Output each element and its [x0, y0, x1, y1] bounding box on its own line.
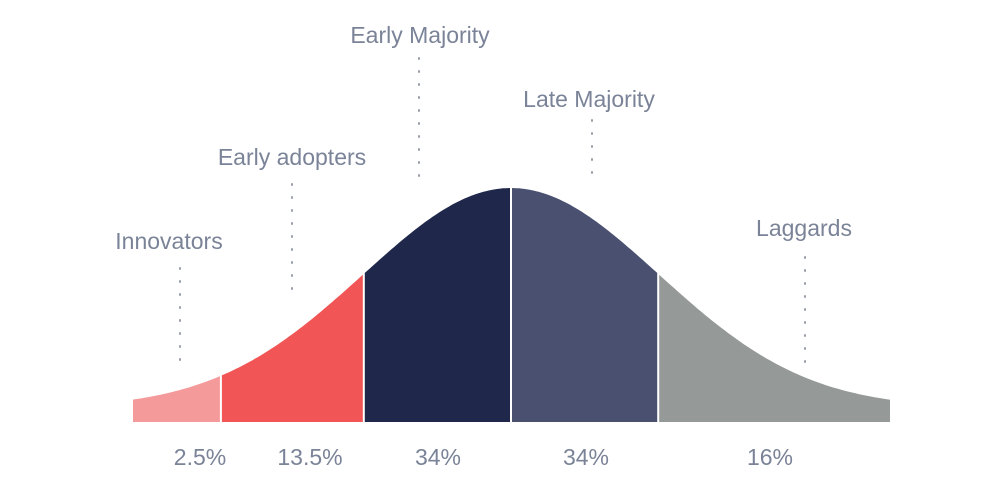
curve-segment-early-adopters: [221, 274, 363, 422]
segment-label-early-adopters: Early adopters: [218, 144, 366, 170]
percent-label-innovators: 2.5%: [174, 444, 226, 470]
segment-label-laggards: Laggards: [756, 215, 852, 241]
percent-label-early-majority: 34%: [415, 444, 461, 470]
percent-label-early-adopters: 13.5%: [277, 444, 342, 470]
leader-lines: [179, 57, 806, 371]
curve-segment-early-majority: [364, 188, 510, 422]
curve-segment-laggards: [659, 274, 890, 422]
segment-label-early-majority: Early Majority: [350, 22, 490, 48]
segment-label-innovators: Innovators: [115, 228, 222, 254]
curve-segment-innovators: [133, 376, 220, 422]
percent-label-late-majority: 34%: [563, 444, 609, 470]
percent-label-laggards: 16%: [747, 444, 793, 470]
curve-areas: [133, 188, 890, 422]
segment-label-late-majority: Late Majority: [523, 86, 655, 112]
curve-segment-late-majority: [512, 188, 658, 422]
